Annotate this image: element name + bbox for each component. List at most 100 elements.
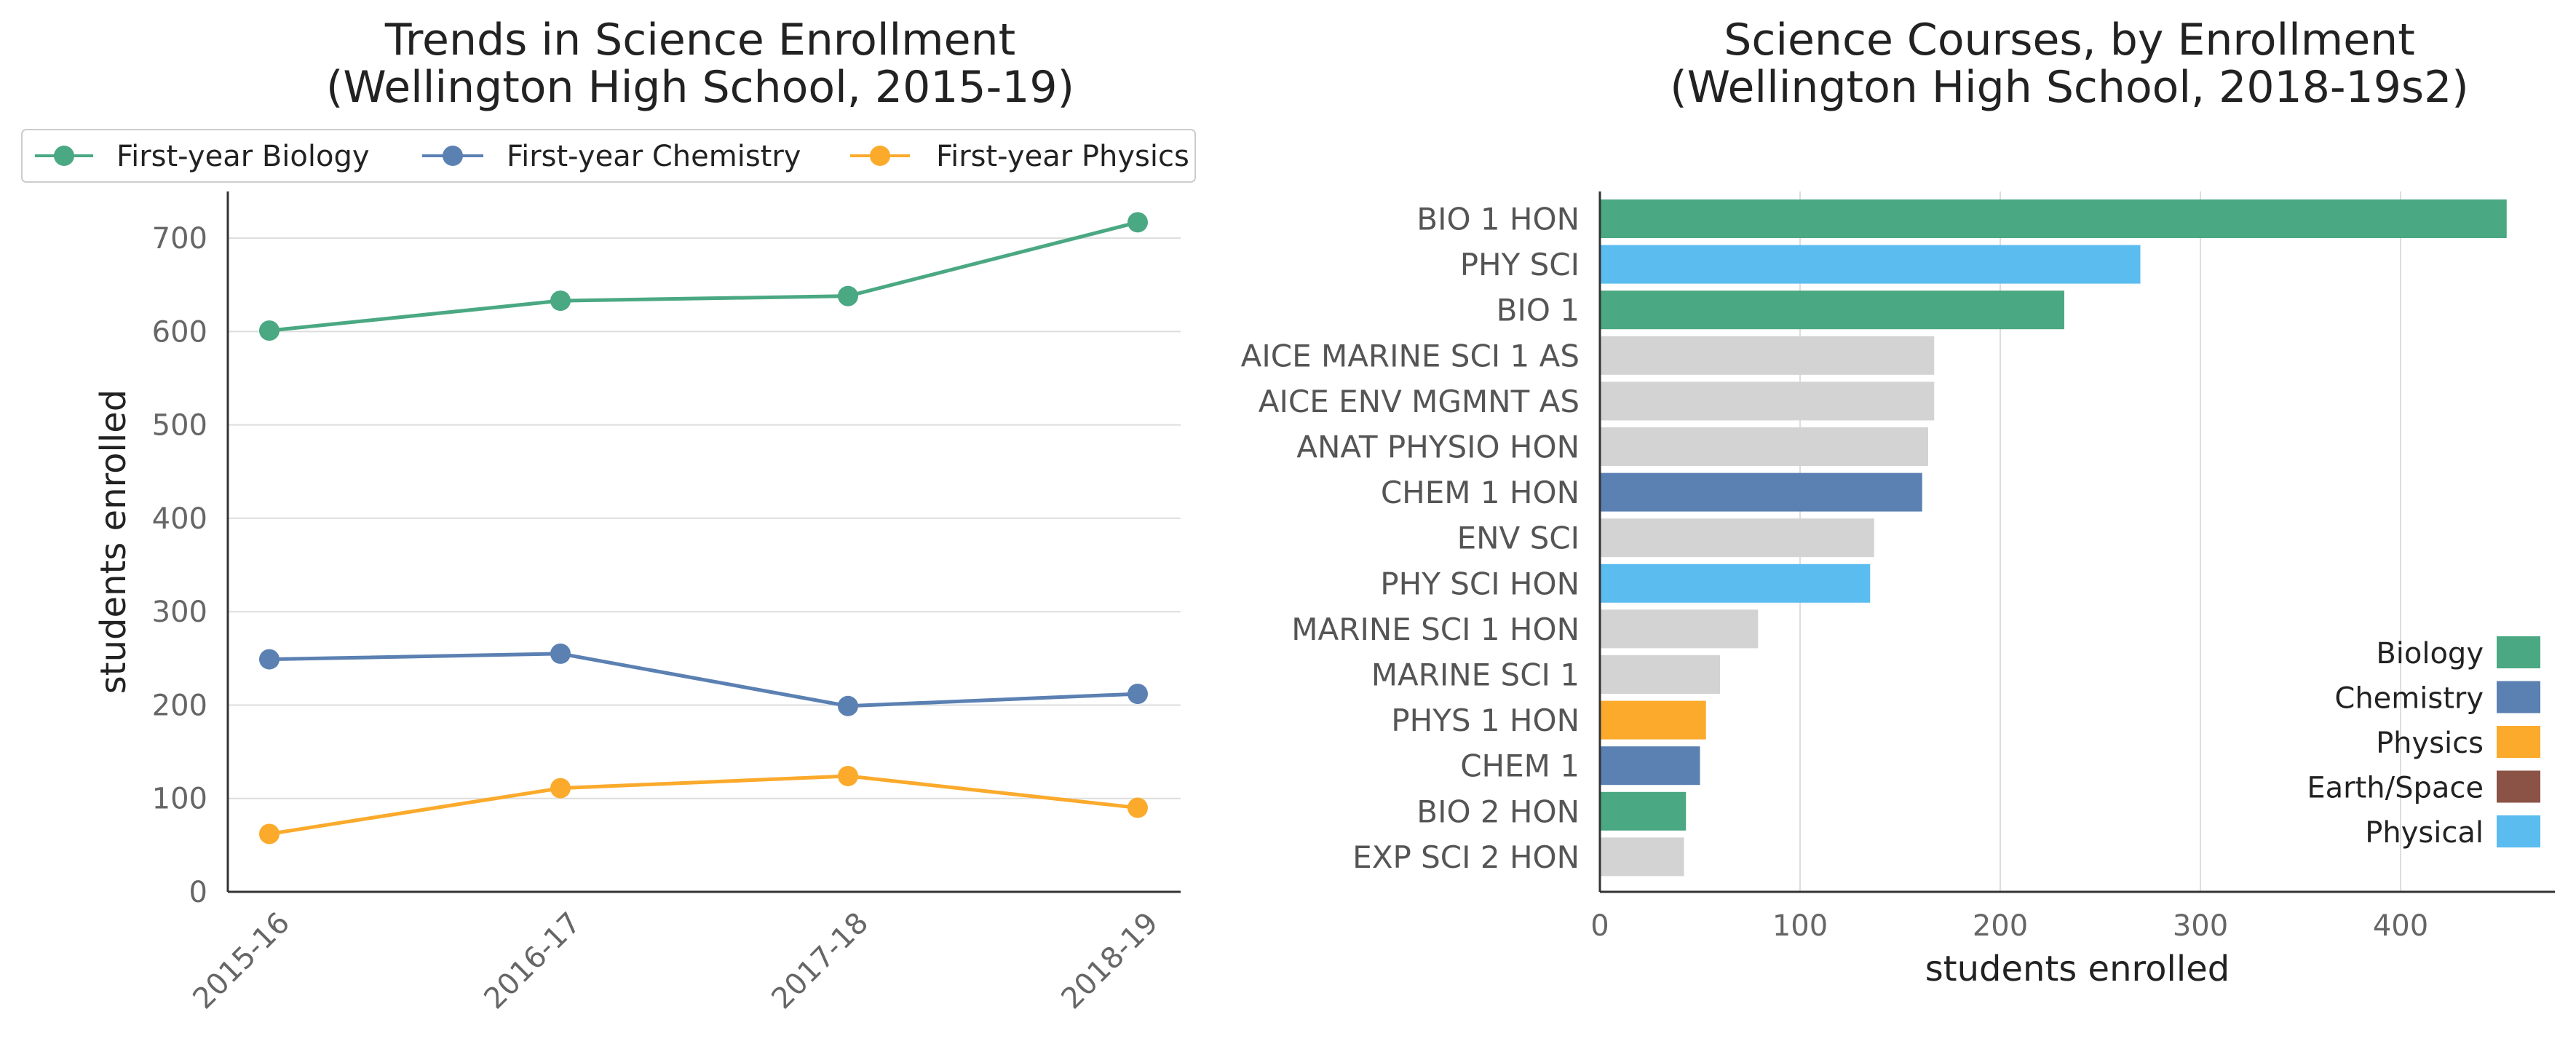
bar [1600, 381, 1935, 421]
x-tick-label: 2016-17 [477, 906, 587, 1016]
legend-marker [870, 146, 890, 166]
category-labels: BIO 1 HON PHY SCI BIO 1 AICE MARINE SCI 1 A… [1241, 202, 1580, 875]
bar [1600, 700, 1706, 740]
bar [1600, 791, 1687, 831]
legend-entry: First-year Biology [35, 140, 370, 173]
bar [1600, 336, 1935, 375]
chart-subtitle: (Wellington High School, 2018-19s2) [1670, 62, 2468, 113]
legend: First-year Biology First-year Chemistry … [21, 129, 1196, 183]
legend-label: Physical [2365, 816, 2484, 850]
chart-title: Science Courses, by Enrollment [1724, 15, 2414, 66]
category-label: EXP SCI 2 HON [1352, 839, 1580, 875]
bar-chart: Science Courses, by Enrollment (Wellingt… [1241, 15, 2555, 989]
data-point [1128, 684, 1148, 705]
data-point [550, 290, 571, 312]
data-point [838, 765, 858, 786]
category-label: CHEM 1 HON [1381, 475, 1580, 510]
category-label: PHY SCI HON [1380, 566, 1580, 601]
y-ticks: 0 100 200 300 400 500 600 700 [152, 222, 207, 909]
data-point [838, 695, 858, 716]
legend-label: First-year Physics [936, 140, 1189, 173]
legend-swatch [2497, 636, 2540, 668]
legend-entry: First-year Chemistry [422, 140, 801, 173]
x-tick-label: 400 [2373, 909, 2428, 943]
x-tick-label: 200 [1973, 909, 2028, 943]
bar [1600, 837, 1684, 877]
line-chart: Trends in Science Enrollment (Wellington… [21, 15, 1196, 1016]
category-label: ANAT PHYSIO HON [1296, 430, 1580, 465]
x-axis-label: students enrolled [1925, 949, 2230, 989]
x-tick-label: 2018-19 [1055, 906, 1165, 1016]
category-label: AICE MARINE SCI 1 AS [1241, 338, 1580, 373]
legend-swatch [2497, 770, 2540, 803]
x-tick-label: 300 [2173, 909, 2228, 943]
legend-label: Physics [2376, 727, 2484, 760]
y-axis-label: students enrolled [93, 389, 134, 694]
category-label: MARINE SCI 1 HON [1291, 612, 1580, 647]
y-tick-label: 300 [152, 596, 207, 629]
legend-entry: First-year Physics [850, 140, 1189, 173]
data-point [550, 643, 571, 664]
x-tick-label: 100 [1772, 909, 1828, 943]
chart-subtitle: (Wellington High School, 2015-19) [326, 62, 1074, 113]
legend: Biology Chemistry Physics Earth/Space Physic… [2307, 636, 2540, 850]
legend-swatch [2497, 726, 2540, 758]
category-label: AICE ENV MGMNT AS [1259, 384, 1580, 419]
y-tick-label: 0 [189, 876, 207, 909]
bar [1600, 472, 1922, 512]
y-tick-label: 400 [152, 502, 207, 536]
legend-label: First-year Chemistry [507, 140, 801, 173]
category-label: BIO 2 HON [1416, 794, 1580, 829]
legend-label: Earth/Space [2307, 772, 2484, 805]
legend-swatch [2497, 815, 2540, 847]
legend-label: First-year Biology [116, 140, 370, 173]
bar [1600, 290, 2064, 330]
data-point [1128, 212, 1148, 233]
bar [1600, 563, 1871, 603]
y-tick-label: 500 [152, 409, 207, 443]
gridlines [228, 237, 1181, 799]
data-point [259, 823, 280, 845]
series-line [269, 652, 1138, 708]
bar [1600, 609, 1759, 649]
data-point [259, 320, 280, 341]
category-label: BIO 1 HON [1416, 202, 1580, 237]
legend-marker [54, 146, 74, 166]
y-tick-label: 200 [152, 689, 207, 722]
y-tick-label: 700 [152, 222, 207, 256]
data-point [1128, 797, 1148, 818]
legend-label: Chemistry [2334, 682, 2484, 716]
category-label: BIO 1 [1497, 293, 1580, 328]
category-label: PHYS 1 HON [1391, 703, 1580, 738]
bars-group [1600, 199, 2507, 877]
category-label: PHY SCI [1460, 247, 1580, 282]
data-point [838, 285, 858, 306]
legend-swatch [2497, 681, 2540, 713]
category-label: CHEM 1 [1460, 748, 1580, 784]
x-ticks: 0 100 200 300 400 [1590, 909, 2428, 943]
data-point [259, 649, 280, 670]
x-tick-label: 0 [1590, 909, 1609, 943]
bar [1600, 518, 1874, 558]
category-label: ENV SCI [1457, 521, 1580, 556]
series-line [269, 774, 1138, 836]
bar [1600, 245, 2141, 284]
bar [1600, 746, 1700, 786]
x-ticks: 2015-16 2016-17 2017-18 2018-19 [186, 906, 1165, 1016]
bar [1600, 655, 1720, 694]
chart-title: Trends in Science Enrollment [384, 15, 1015, 66]
category-label: MARINE SCI 1 [1371, 657, 1580, 693]
x-tick-label: 2017-18 [765, 906, 875, 1016]
bar [1600, 427, 1928, 466]
data-point [550, 778, 571, 799]
legend-frame [21, 129, 1196, 183]
series-group [259, 212, 1148, 845]
legend-label: Biology [2376, 637, 2484, 671]
x-tick-label: 2015-16 [186, 906, 296, 1016]
series-line [269, 220, 1138, 333]
bar [1600, 199, 2507, 238]
y-tick-label: 100 [152, 783, 207, 816]
legend-marker [443, 146, 463, 166]
y-tick-label: 600 [152, 315, 207, 349]
